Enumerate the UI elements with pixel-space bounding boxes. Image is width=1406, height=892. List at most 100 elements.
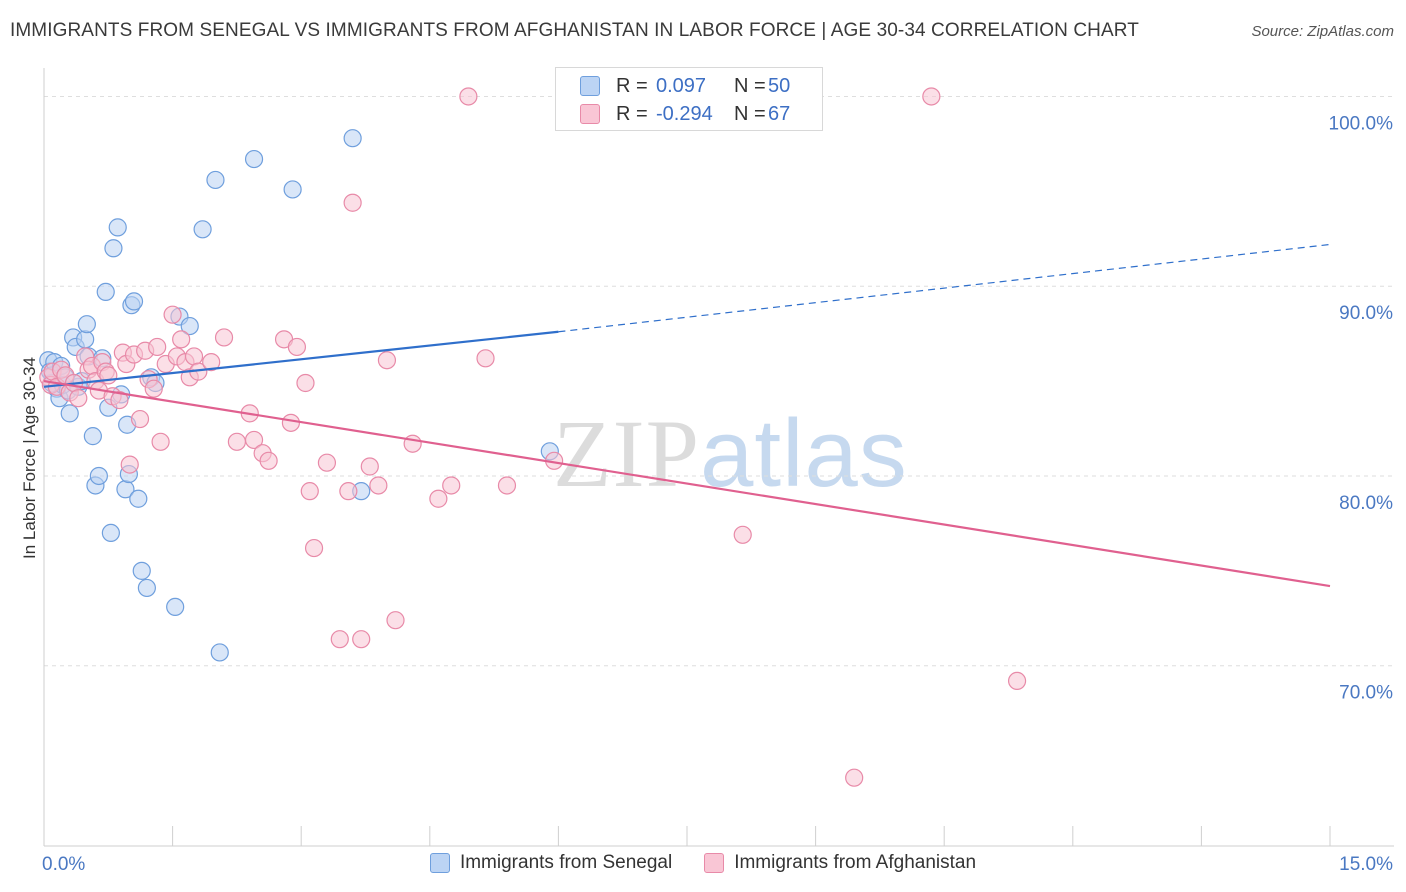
legend-n-value: 67 [768,102,791,125]
y-tick-label: 80.0% [1339,493,1393,514]
point-afghanistan [172,330,191,349]
point-senegal [166,597,185,617]
trend-lines [43,243,1331,588]
source-label: Source: ZipAtlas.com [1251,23,1394,40]
point-senegal [96,282,115,302]
point-senegal [180,316,199,336]
legend-swatch-afghanistan [580,104,600,124]
tick-labels: 70.0% 80.0% 90.0% 100.0% 0.0% 15.0% [42,113,1393,875]
point-senegal [132,561,151,580]
series-swatch-senegal [429,853,450,873]
x-tick-label: 0.0% [42,854,85,875]
point-afghanistan [296,373,315,393]
legend-n-label: N = [734,74,766,97]
point-afghanistan [130,409,150,429]
point-afghanistan [214,328,234,347]
point-senegal [89,466,108,486]
series-legend-senegal[interactable]: Immigrants from Senegal [429,852,673,874]
point-afghanistan [733,525,752,544]
legend-swatch-senegal [580,76,600,96]
series-label-senegal: Immigrants from Senegal [459,852,673,873]
series-legend-afghanistan[interactable]: Immigrants from Afghanistan [704,852,976,874]
y-tick-label: 90.0% [1339,303,1393,324]
point-senegal [283,180,302,199]
point-senegal [101,523,120,543]
point-senegal [76,330,95,349]
point-senegal [210,643,229,662]
trend-line-senegal-extension [558,243,1331,333]
point-afghanistan [1007,671,1027,691]
point-senegal [124,292,144,311]
point-afghanistan [352,630,371,649]
point-afghanistan [144,379,163,398]
point-afghanistan [377,351,397,370]
point-afghanistan [845,768,864,787]
chart-title: IMMIGRANTS FROM SENEGAL VS IMMIGRANTS FR… [10,20,1139,41]
point-senegal [193,220,212,239]
point-senegal [206,170,225,190]
series-swatch-afghanistan [704,853,725,873]
y-tick-label: 70.0% [1339,683,1393,704]
point-afghanistan [922,87,941,106]
watermark-atlas: atlas [700,400,908,507]
point-afghanistan [227,432,246,451]
point-afghanistan [300,482,319,501]
series-label-afghanistan: Immigrants from Afghanistan [734,852,977,873]
point-senegal [244,149,264,169]
point-afghanistan [330,630,349,649]
legend-row-senegal: R = 0.097 N = 50 [580,73,790,99]
point-senegal [104,239,123,258]
point-afghanistan [442,476,461,495]
point-afghanistan [360,457,379,476]
point-afghanistan [259,451,278,470]
y-tick-label: 100.0% [1329,113,1394,134]
point-afghanistan [281,413,301,432]
point-afghanistan [69,389,88,408]
point-senegal [129,489,148,508]
point-afghanistan [429,489,448,508]
legend-r-label: R = [616,102,648,125]
point-afghanistan [304,538,324,558]
point-afghanistan [343,193,362,212]
point-senegal [108,218,127,237]
point-afghanistan [287,337,307,357]
point-senegal [77,315,96,334]
point-afghanistan [386,611,405,630]
legend-row-afghanistan: R = -0.294 N = 67 [580,101,790,127]
grid [44,95,1394,667]
point-afghanistan [184,347,204,366]
point-afghanistan [151,432,170,451]
watermark-zip: ZIP [553,400,700,507]
watermark: ZIPatlas [553,398,908,509]
point-afghanistan [317,453,337,472]
legend-n-label: N = [734,102,766,125]
point-afghanistan [120,455,139,474]
legend-r-label: R = [616,74,648,97]
point-afghanistan [476,349,495,368]
point-afghanistan [403,434,422,453]
data-points [39,87,1027,787]
point-afghanistan [459,87,478,106]
series-legend: Immigrants from Senegal Immigrants from … [0,852,1406,874]
point-afghanistan [339,482,358,501]
point-senegal [83,427,102,446]
point-afghanistan [110,390,129,410]
point-senegal [137,578,156,598]
point-senegal [60,404,79,423]
point-afghanistan [497,476,517,495]
correlation-legend: R = 0.097 N = 50 R = -0.294 N = 67 [555,67,823,131]
point-afghanistan [202,353,221,372]
legend-n-value: 50 [768,74,791,97]
point-afghanistan [163,305,182,324]
point-afghanistan [148,337,167,357]
axes [43,68,1394,847]
trend-line-afghanistan [43,380,1331,588]
point-senegal [343,129,362,148]
point-afghanistan [244,430,264,450]
x-tick-label: 15.0% [1339,854,1393,875]
legend-r-value: 0.097 [656,74,707,97]
point-afghanistan [369,476,388,495]
legend-r-value: -0.294 [656,102,713,125]
trend-line-senegal [43,330,559,388]
